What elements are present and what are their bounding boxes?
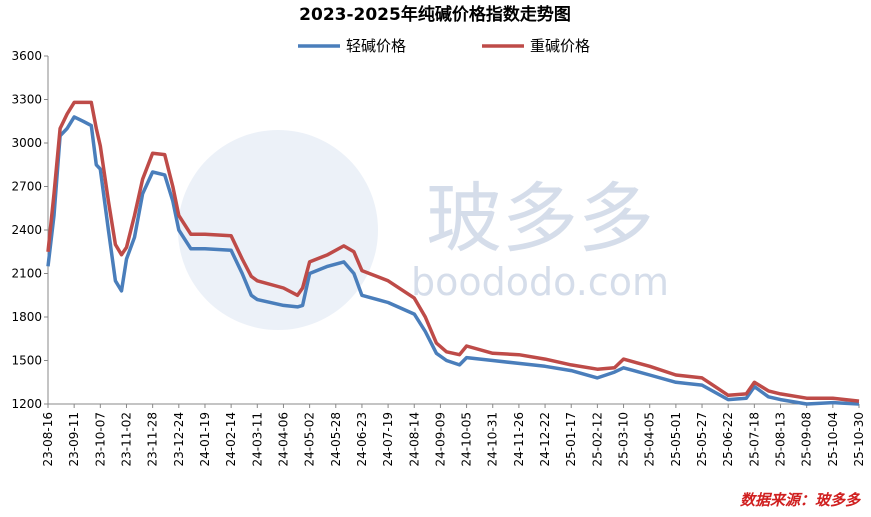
x-tick-label: 25-07-18 — [747, 412, 761, 466]
x-tick-label: 25-10-04 — [826, 412, 840, 466]
y-tick-label: 2700 — [11, 180, 42, 194]
x-tick-label: 25-09-08 — [800, 412, 814, 466]
x-tick-label: 24-12-22 — [538, 412, 552, 466]
series-line — [46, 115, 860, 406]
watermark-text: 玻多多 — [426, 174, 654, 263]
x-tick-label: 24-11-26 — [512, 412, 526, 466]
x-tick-label: 24-07-19 — [381, 412, 395, 466]
x-tick-label: 24-05-28 — [329, 412, 343, 466]
x-tick-label: 24-09-09 — [433, 412, 447, 466]
y-tick-label: 3000 — [11, 136, 42, 150]
x-tick-label: 25-10-30 — [852, 412, 866, 466]
x-tick-label: 25-02-12 — [590, 412, 604, 466]
y-tick-label: 2400 — [11, 223, 42, 237]
x-tick-label: 24-02-14 — [224, 412, 238, 466]
x-tick-label: 25-01-17 — [564, 412, 578, 466]
y-tick-label: 3600 — [11, 49, 42, 63]
x-tick-label: 25-05-27 — [695, 412, 709, 466]
x-tick-label: 23-11-02 — [119, 412, 133, 466]
watermark: 玻多多 boododo.com — [178, 130, 669, 330]
legend-label: 轻碱价格 — [346, 37, 406, 55]
x-tick-label: 23-08-16 — [41, 412, 55, 466]
y-tick-label: 2100 — [11, 267, 42, 281]
source-note: 数据来源：玻多多 — [740, 491, 861, 509]
x-tick-label: 23-11-28 — [146, 412, 160, 466]
x-tick-label: 24-10-31 — [486, 412, 500, 466]
x-tick-label: 24-03-11 — [250, 412, 264, 466]
x-tick-label: 23-12-24 — [172, 412, 186, 466]
x-tick-label: 24-05-02 — [303, 412, 317, 466]
x-tick-label: 25-06-22 — [721, 412, 735, 466]
legend-label: 重碱价格 — [530, 37, 590, 55]
x-tick-label: 24-08-14 — [407, 412, 421, 466]
x-tick-label: 24-04-06 — [276, 412, 290, 466]
watermark-url: boododo.com — [411, 260, 669, 304]
watermark-logo — [178, 130, 378, 330]
x-tick-label: 23-09-11 — [67, 412, 81, 466]
series-line — [46, 100, 860, 403]
y-tick-label: 1500 — [11, 354, 42, 368]
x-tick-label: 25-04-05 — [643, 412, 657, 466]
y-tick-label: 3300 — [11, 93, 42, 107]
x-tick-label: 24-01-19 — [198, 412, 212, 466]
x-tick-label: 25-05-01 — [669, 412, 683, 466]
chart-title: 2023-2025年纯碱价格指数走势图 — [299, 4, 571, 25]
x-tick-label: 25-03-10 — [617, 412, 631, 466]
y-tick-label: 1200 — [11, 397, 42, 411]
x-tick-label: 24-06-23 — [355, 412, 369, 466]
x-tick-label: 24-10-05 — [460, 412, 474, 466]
x-tick-label: 25-08-13 — [774, 412, 788, 466]
y-tick-label: 1800 — [11, 310, 42, 324]
x-tick-label: 23-10-07 — [93, 412, 107, 466]
